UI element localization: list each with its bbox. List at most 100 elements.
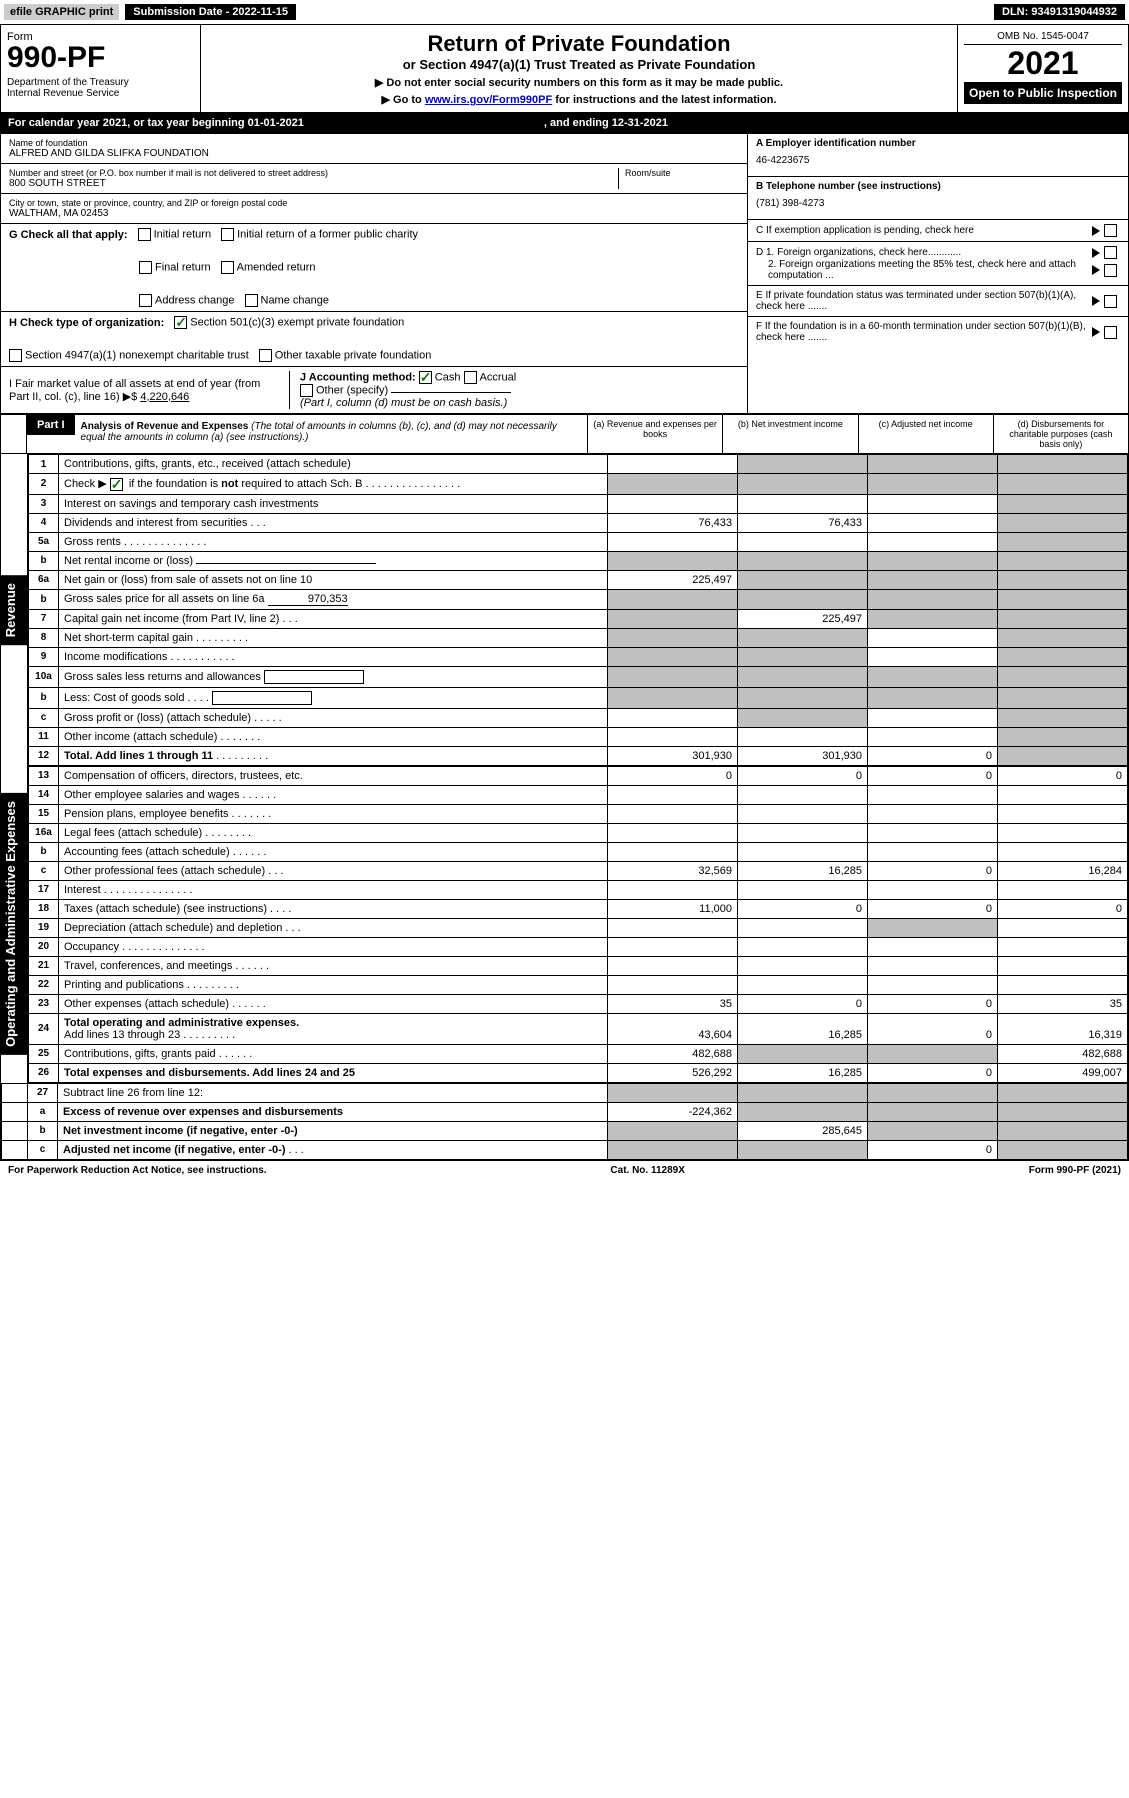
d2-label: 2. Foreign organizations meeting the 85%… [756, 259, 1088, 281]
table-row: 19Depreciation (attach schedule) and dep… [29, 918, 1128, 937]
table-row: bLess: Cost of goods sold . . . . [29, 687, 1128, 708]
efile-label[interactable]: efile GRAPHIC print [4, 4, 119, 20]
arrow-icon [1092, 296, 1100, 306]
calendar-year-row: For calendar year 2021, or tax year begi… [0, 113, 1129, 133]
i-label: I Fair market value of all assets at end… [9, 378, 260, 403]
table-row: 18Taxes (attach schedule) (see instructi… [29, 899, 1128, 918]
table-row: bNet rental income or (loss) [29, 551, 1128, 570]
table-row: bAccounting fees (attach schedule) . . .… [29, 842, 1128, 861]
table-row: 7Capital gain net income (from Part IV, … [29, 609, 1128, 628]
part1-label: Part I [27, 415, 75, 435]
table-row: 20Occupancy . . . . . . . . . . . . . . [29, 937, 1128, 956]
line27-table: 27Subtract line 26 from line 12: aExcess… [1, 1083, 1128, 1160]
table-row: 2Check ▶ if the foundation is not requir… [29, 474, 1128, 495]
page-footer: For Paperwork Reduction Act Notice, see … [0, 1161, 1129, 1180]
instr-pre: ▶ Go to [382, 94, 425, 106]
ein-label: A Employer identification number [756, 138, 1120, 149]
table-row: bGross sales price for all assets on lin… [29, 589, 1128, 609]
d1-label: D 1. Foreign organizations, check here..… [756, 247, 1088, 258]
form-number: 990-PF [7, 43, 194, 73]
c-label: C If exemption application is pending, c… [756, 225, 1088, 236]
table-row: 8Net short-term capital gain . . . . . .… [29, 628, 1128, 647]
table-row: 16aLegal fees (attach schedule) . . . . … [29, 823, 1128, 842]
footer-left: For Paperwork Reduction Act Notice, see … [8, 1165, 267, 1176]
submission-date: Submission Date - 2022-11-15 [125, 4, 296, 20]
foundation-name: ALFRED AND GILDA SLIFKA FOUNDATION [9, 148, 739, 159]
expenses-sidelabel: Operating and Administrative Expenses [1, 793, 27, 1055]
i-value: 4,220,646 [140, 391, 189, 403]
table-row: 27Subtract line 26 from line 12: [2, 1083, 1128, 1102]
expenses-table: 13Compensation of officers, directors, t… [28, 766, 1128, 1083]
table-row: 12Total. Add lines 1 through 11 . . . . … [29, 746, 1128, 765]
j-other: Other (specify) [316, 384, 388, 396]
cb-501c3[interactable] [174, 316, 187, 329]
open-public: Open to Public Inspection [964, 82, 1122, 104]
table-row: cGross profit or (loss) (attach schedule… [29, 708, 1128, 727]
table-row: 23Other expenses (attach schedule) . . .… [29, 994, 1128, 1013]
table-row: 25Contributions, gifts, grants paid . . … [29, 1044, 1128, 1063]
table-row: 24Total operating and administrative exp… [29, 1013, 1128, 1044]
arrow-icon [1092, 248, 1100, 258]
arrow-icon [1092, 265, 1100, 275]
h-other: Other taxable private foundation [275, 349, 432, 361]
cb-other-method[interactable] [300, 384, 313, 397]
cb-addr[interactable] [139, 294, 152, 307]
dept-treasury: Department of the Treasury Internal Reve… [7, 77, 194, 99]
form-subtitle: or Section 4947(a)(1) Trust Treated as P… [207, 57, 951, 72]
cb-cash[interactable] [419, 371, 432, 384]
cb-d2[interactable] [1104, 264, 1117, 277]
city-value: WALTHAM, MA 02453 [9, 208, 739, 219]
cb-name[interactable] [245, 294, 258, 307]
col-b: (b) Net investment income [722, 415, 857, 453]
j-accrual: Accrual [480, 371, 517, 383]
table-row: 10aGross sales less returns and allowanc… [29, 666, 1128, 687]
cb-other-tax[interactable] [259, 349, 272, 362]
city-label: City or town, state or province, country… [9, 198, 739, 208]
expenses-section: Operating and Administrative Expenses 13… [0, 766, 1129, 1083]
cb-final[interactable] [139, 261, 152, 274]
table-row: 17Interest . . . . . . . . . . . . . . . [29, 880, 1128, 899]
cb-4947[interactable] [9, 349, 22, 362]
cb-d1[interactable] [1104, 246, 1117, 259]
j-cash: Cash [435, 371, 461, 383]
j-note: (Part I, column (d) must be on cash basi… [300, 397, 507, 409]
arrow-icon [1092, 226, 1100, 236]
cb-accrual[interactable] [464, 371, 477, 384]
cb-f[interactable] [1104, 326, 1117, 339]
table-row: 9Income modifications . . . . . . . . . … [29, 647, 1128, 666]
cal-end: , and ending 12-31-2021 [544, 117, 668, 129]
cal-begin: For calendar year 2021, or tax year begi… [8, 117, 304, 129]
h-label: H Check type of organization: [9, 317, 164, 329]
g-final: Final return [155, 261, 211, 273]
g-label: G Check all that apply: [9, 229, 128, 241]
table-row: bNet investment income (if negative, ent… [2, 1121, 1128, 1140]
room-label: Room/suite [625, 168, 739, 178]
form-info-link[interactable]: www.irs.gov/Form990PF [425, 94, 552, 106]
footer-center: Cat. No. 11289X [610, 1165, 684, 1176]
table-row: 21Travel, conferences, and meetings . . … [29, 956, 1128, 975]
footer-right: Form 990-PF (2021) [1029, 1165, 1121, 1176]
tel-label: B Telephone number (see instructions) [756, 181, 1120, 192]
h-501c3: Section 501(c)(3) exempt private foundat… [190, 316, 404, 328]
g-initial-former: Initial return of a former public charit… [237, 228, 418, 240]
table-row: 4Dividends and interest from securities … [29, 513, 1128, 532]
cb-amended[interactable] [221, 261, 234, 274]
addr-value: 800 SOUTH STREET [9, 178, 612, 189]
g-addr: Address change [155, 294, 235, 306]
cb-schb[interactable] [110, 478, 123, 491]
table-row: aExcess of revenue over expenses and dis… [2, 1102, 1128, 1121]
cb-initial-former[interactable] [221, 228, 234, 241]
top-bar: efile GRAPHIC print Submission Date - 20… [0, 0, 1129, 24]
form-title: Return of Private Foundation [207, 31, 951, 57]
omb-number: OMB No. 1545-0047 [964, 31, 1122, 45]
info-grid: Name of foundation ALFRED AND GILDA SLIF… [0, 133, 1129, 414]
form-header: Form 990-PF Department of the Treasury I… [0, 24, 1129, 113]
cb-initial[interactable] [138, 228, 151, 241]
table-row: 1Contributions, gifts, grants, etc., rec… [29, 455, 1128, 474]
cb-c[interactable] [1104, 224, 1117, 237]
cb-e[interactable] [1104, 295, 1117, 308]
name-label: Name of foundation [9, 138, 739, 148]
table-row: 15Pension plans, employee benefits . . .… [29, 804, 1128, 823]
tax-year: 2021 [964, 45, 1122, 82]
f-label: F If the foundation is in a 60-month ter… [756, 321, 1088, 343]
